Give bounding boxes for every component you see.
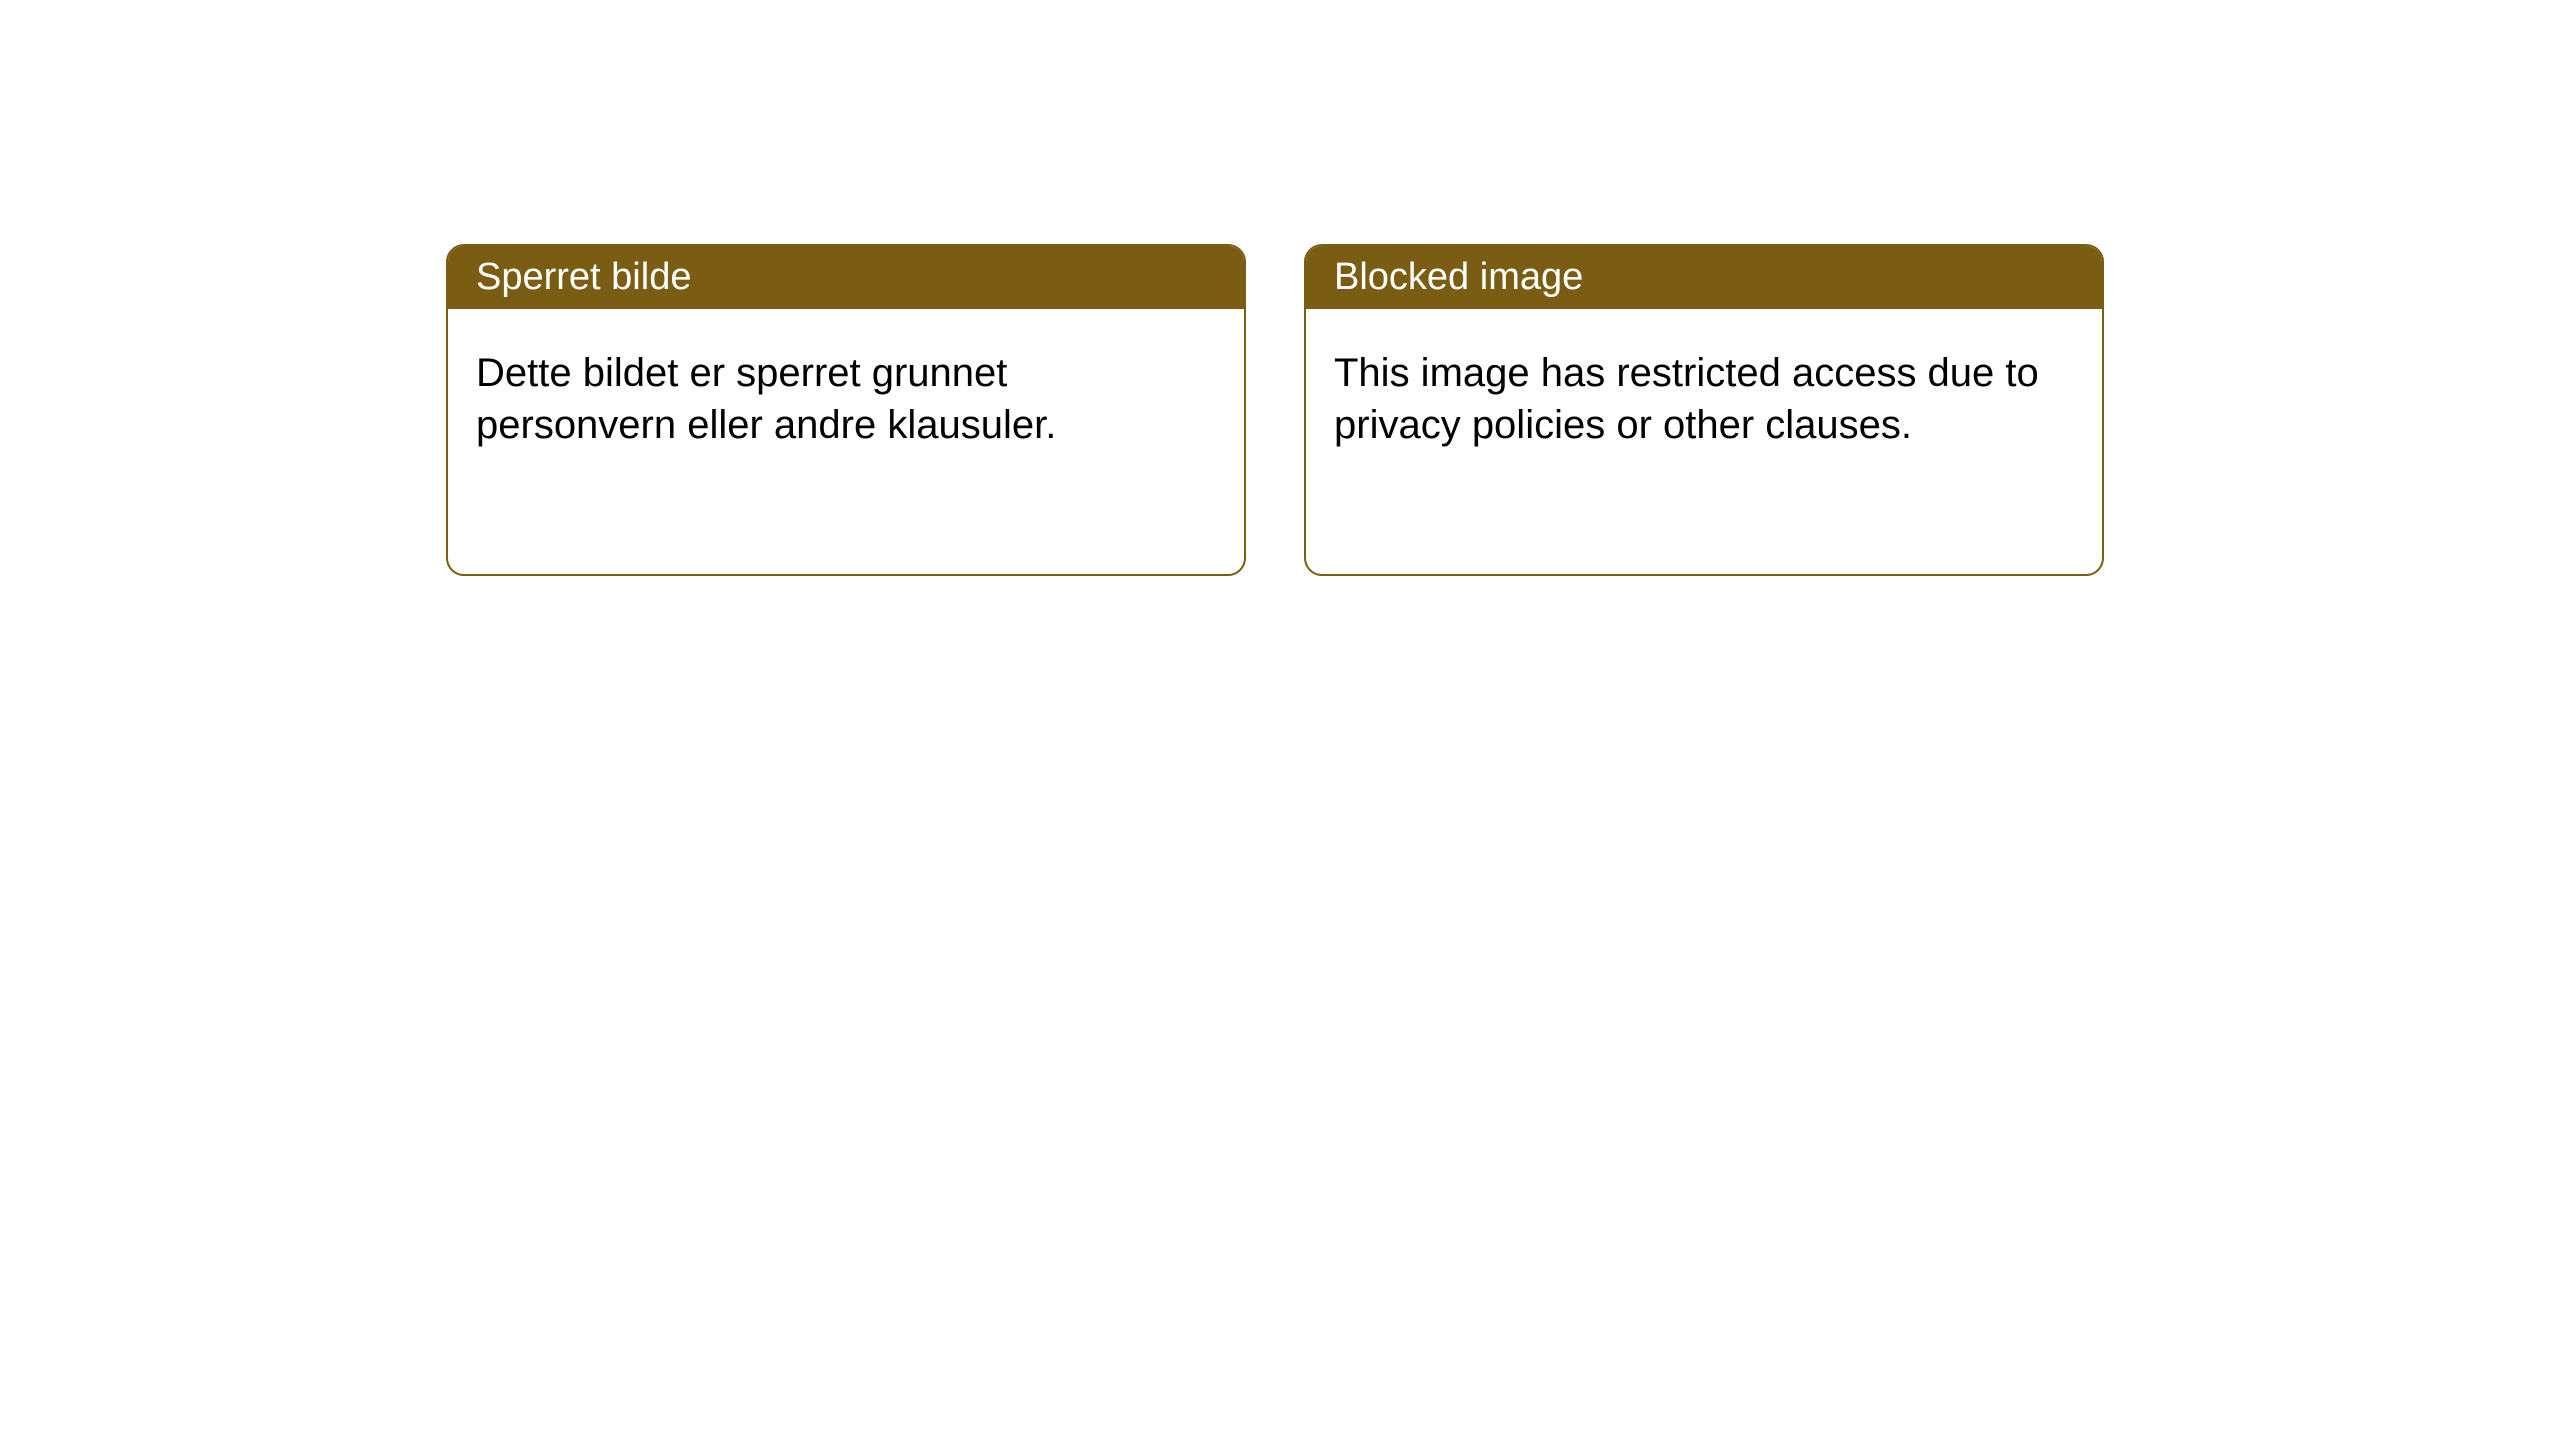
notice-body: Dette bildet er sperret grunnet personve… <box>448 309 1244 489</box>
notice-card-english: Blocked image This image has restricted … <box>1304 244 2104 576</box>
notice-title: Blocked image <box>1334 256 1583 298</box>
notice-body-text: Dette bildet er sperret grunnet personve… <box>476 351 1056 447</box>
notice-header: Sperret bilde <box>448 246 1244 309</box>
notice-header: Blocked image <box>1306 246 2102 309</box>
notice-body: This image has restricted access due to … <box>1306 309 2102 489</box>
notice-title: Sperret bilde <box>476 256 691 298</box>
notice-card-norwegian: Sperret bilde Dette bildet er sperret gr… <box>446 244 1246 576</box>
notice-body-text: This image has restricted access due to … <box>1334 351 2039 447</box>
notices-container: Sperret bilde Dette bildet er sperret gr… <box>0 0 2560 576</box>
